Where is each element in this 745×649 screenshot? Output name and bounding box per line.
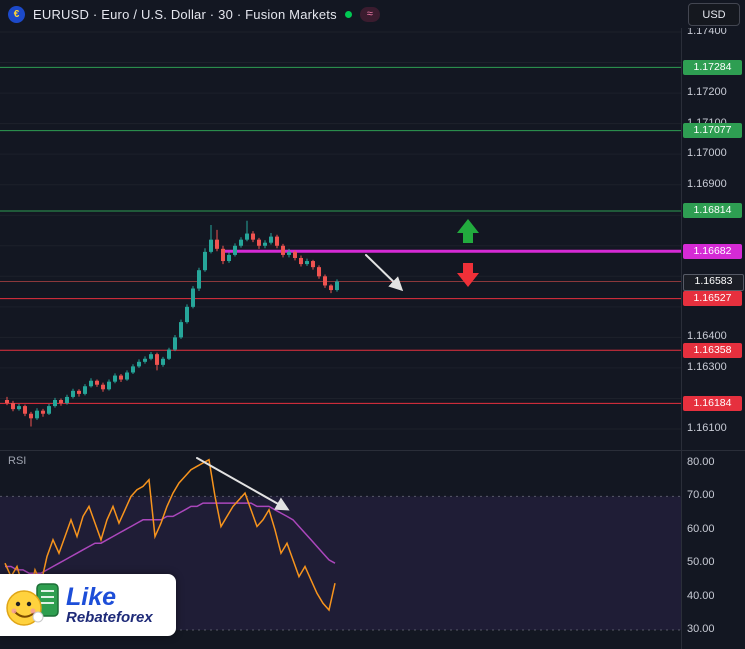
smiley-mascot-icon	[6, 583, 59, 626]
price-axis-separator	[681, 28, 682, 649]
chart-topbar: € EURUSD · Euro / U.S. Dollar · 30 · Fus…	[0, 0, 745, 28]
candles	[5, 220, 339, 427]
pane-divider[interactable]	[0, 450, 745, 451]
currency-usd-button[interactable]: USD	[688, 3, 740, 26]
rebateforex-logo: Like Rebateforex	[0, 574, 176, 636]
rsi-pane-title[interactable]: RSI	[8, 455, 27, 467]
trend-arrow-rsi[interactable]	[196, 457, 290, 511]
logo-brand-rebateforex: Rebateforex	[66, 609, 153, 627]
eur-flag-icon: €	[8, 5, 25, 23]
market-open-dot-icon	[344, 10, 352, 18]
up-arrow[interactable]	[457, 219, 479, 243]
symbol-title[interactable]: EURUSD · Euro / U.S. Dollar · 30 · Fusio…	[33, 6, 337, 22]
rsi-line	[4, 458, 336, 612]
down-arrow[interactable]	[457, 263, 479, 287]
price-gridlines	[0, 31, 681, 430]
rsi-ma-line	[5, 502, 336, 574]
approx-data-badge[interactable]: ≈	[359, 6, 380, 22]
logo-brand-like: Like	[66, 582, 117, 611]
trend-arrow-price[interactable]	[365, 254, 404, 292]
